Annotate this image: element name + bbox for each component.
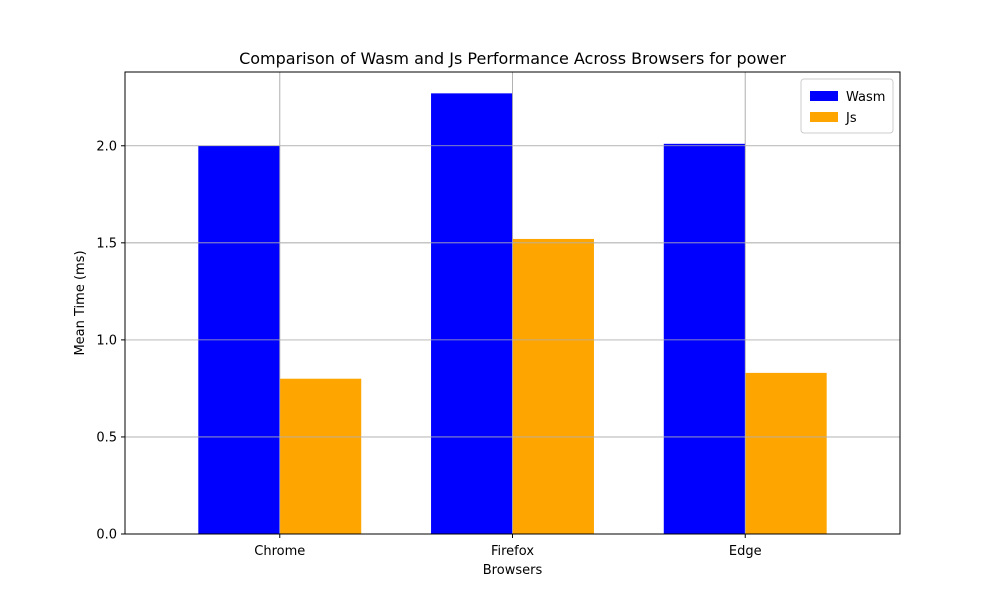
chart-title: Comparison of Wasm and Js Performance Ac… — [239, 49, 786, 68]
x-tick-label: Edge — [729, 544, 762, 559]
legend-swatch-js — [810, 112, 838, 122]
y-tick-label: 2.0 — [96, 139, 117, 154]
bars-layer — [125, 72, 900, 535]
x-tick-label: Chrome — [254, 544, 305, 559]
y-tick-label: 1.0 — [96, 333, 117, 348]
x-axis-label: Browsers — [483, 563, 543, 578]
bar-js-chrome — [279, 378, 362, 534]
legend: Wasm Js — [800, 78, 894, 134]
legend-items: Wasm Js — [810, 90, 885, 126]
y-tick-label: 1.5 — [96, 236, 117, 251]
ticks-layer: Chrome Firefox Edge 0.0 0.5 1.0 1.5 2.0 — [96, 139, 761, 559]
bar-js-edge — [745, 372, 827, 534]
legend-label-js: Js — [845, 111, 857, 126]
legend-label-wasm: Wasm — [846, 90, 885, 105]
bar-js-firefox — [512, 238, 594, 535]
bar-wasm-firefox — [431, 93, 513, 535]
y-tick-label: 0.0 — [96, 528, 117, 543]
legend-swatch-wasm — [810, 91, 838, 101]
y-axis-label: Mean Time (ms) — [73, 250, 88, 355]
y-tick-label: 0.5 — [96, 430, 117, 445]
x-tick-label: Firefox — [491, 544, 534, 559]
bar-wasm-edge — [663, 143, 746, 534]
